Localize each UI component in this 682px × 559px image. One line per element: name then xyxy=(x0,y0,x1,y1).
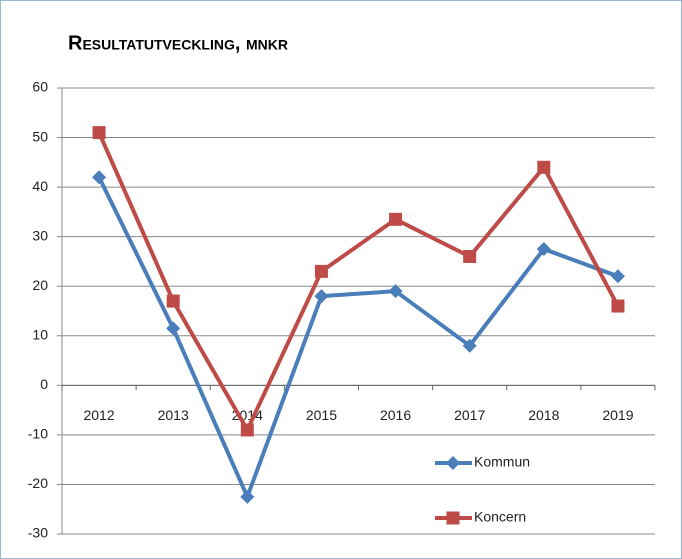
point xyxy=(537,160,551,174)
x-tick-label: 2017 xyxy=(454,407,485,423)
point xyxy=(92,126,106,140)
point xyxy=(240,489,255,504)
point xyxy=(92,170,107,185)
series-line xyxy=(97,131,620,432)
y-tick-label: -30 xyxy=(28,525,48,541)
point xyxy=(389,212,403,226)
x-tick-label: 2012 xyxy=(83,407,114,423)
point xyxy=(314,264,328,278)
point xyxy=(240,423,254,437)
point xyxy=(611,299,625,313)
y-tick-label: 20 xyxy=(32,277,48,293)
y-tick-label: 50 xyxy=(32,128,48,144)
x-tick-label: 2016 xyxy=(380,407,411,423)
point xyxy=(610,269,625,284)
series-line xyxy=(97,176,619,499)
y-tick-label: -10 xyxy=(28,426,48,442)
point xyxy=(462,338,477,353)
y-tick-label: 60 xyxy=(32,79,48,95)
legend-label: Kommun xyxy=(474,454,530,470)
point xyxy=(536,242,551,257)
y-tick-label: -20 xyxy=(28,475,48,491)
point xyxy=(388,284,403,299)
y-tick-label: 10 xyxy=(32,326,48,342)
x-tick-label: 2015 xyxy=(306,407,337,423)
point xyxy=(463,249,477,263)
legend-marker xyxy=(446,511,460,525)
y-tick-label: 0 xyxy=(40,376,48,392)
x-tick-label: 2018 xyxy=(528,407,559,423)
point xyxy=(166,294,180,308)
legend-marker xyxy=(446,456,460,470)
point xyxy=(166,321,181,336)
y-tick-label: 40 xyxy=(32,178,48,194)
x-tick-label: 2019 xyxy=(602,407,633,423)
chart-title: Resultatutveckling, mnkr xyxy=(68,32,288,54)
point xyxy=(314,289,329,304)
legend-label: Koncern xyxy=(474,509,526,525)
x-tick-label: 2013 xyxy=(158,407,189,423)
y-tick-label: 30 xyxy=(32,227,48,243)
